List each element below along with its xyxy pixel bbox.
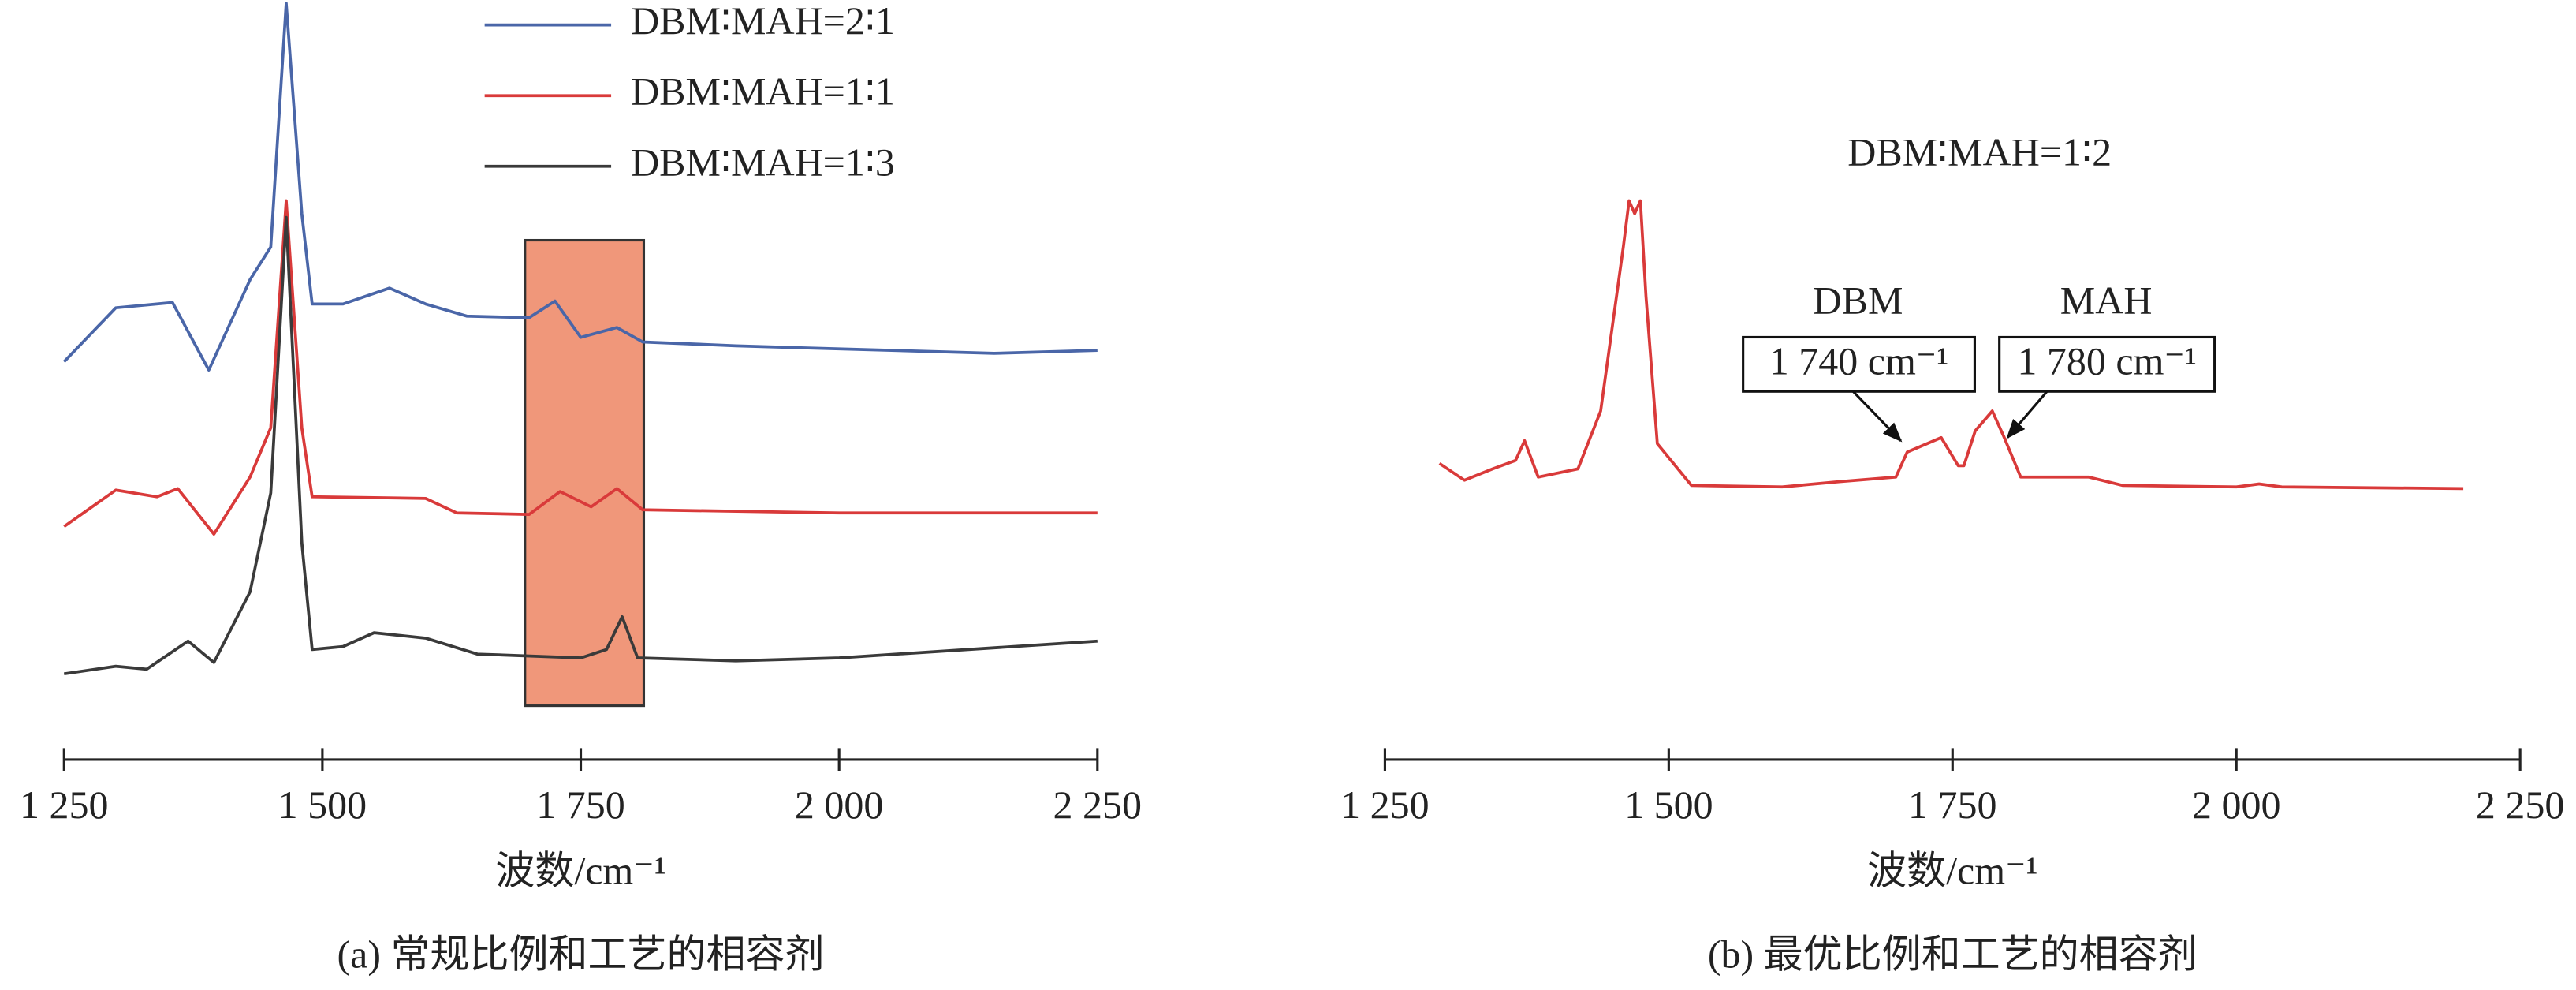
annotation-box: [1742, 335, 1976, 393]
spectrum-line: [1438, 199, 2464, 491]
x-tick-label: 1 250: [20, 783, 109, 827]
x-tick-label: 2 250: [1053, 783, 1143, 827]
annotation-arrow: [2006, 390, 2048, 439]
legend-label: DBM∶MAH=2∶1: [631, 0, 895, 43]
x-tick-label: 1 500: [1624, 783, 1713, 827]
x-tick-label: 1 750: [1908, 783, 1997, 827]
caption: (a) 常规比例和工艺的相容剂: [337, 932, 825, 977]
annotation-text: 1 740 cm⁻¹: [1769, 338, 1948, 383]
x-axis-label: 波数/cm⁻¹: [1867, 848, 2037, 892]
caption: (b) 最优比例和工艺的相容剂: [1708, 932, 2198, 977]
x-tick-label: 1 750: [536, 783, 625, 827]
annotation-text: 1 780 cm⁻¹: [2017, 338, 2196, 383]
annotation-label: MAH: [2060, 278, 2153, 322]
annotation-arrow: [1852, 390, 1903, 443]
subtitle: DBM∶MAH=1∶2: [1847, 130, 2112, 174]
x-tick-label: 1 500: [278, 783, 367, 827]
highlight-region: [524, 238, 646, 708]
legend-label: DBM∶MAH=1∶1: [631, 69, 895, 114]
x-tick-label: 1 250: [1340, 783, 1430, 827]
x-tick-label: 2 000: [2192, 783, 2281, 827]
spectrum-line: [62, 2, 1098, 372]
x-axis-label: 波数/cm⁻¹: [495, 848, 665, 892]
annotation-box: [1998, 335, 2216, 393]
spectrum-line: [63, 215, 1098, 676]
annotation-label: DBM: [1814, 278, 1903, 322]
x-tick-label: 2 000: [795, 783, 884, 827]
spectrum-line: [63, 199, 1098, 536]
x-tick-label: 2 250: [2476, 783, 2565, 827]
legend-label: DBM∶MAH=1∶3: [631, 140, 895, 184]
